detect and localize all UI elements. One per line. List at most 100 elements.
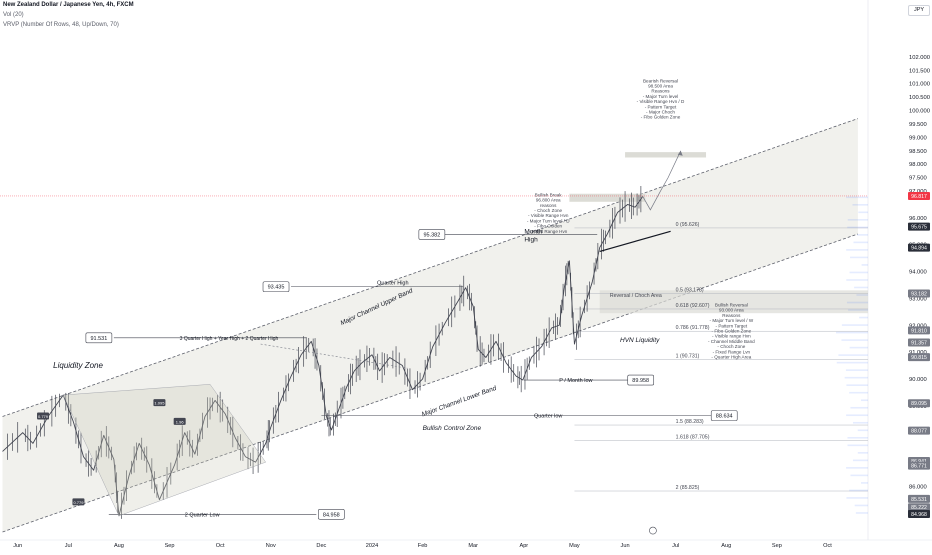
price-badge <box>908 399 930 408</box>
price-level-box-label: 95.382 <box>423 232 440 238</box>
price-badge-label: 95.675 <box>911 225 927 231</box>
volume-profile-bar <box>847 226 868 229</box>
volume-profile-bar <box>846 301 868 304</box>
volume-profile-bar <box>846 279 868 281</box>
price-badge-label: 91.810 <box>911 328 927 334</box>
x-tick-label: Nov <box>266 543 276 549</box>
bullish-break-note: reasons <box>540 203 557 208</box>
price-badge <box>908 191 930 200</box>
price-badge-label: 96.817 <box>911 194 927 200</box>
price-level-box-label: 88.634 <box>716 414 733 420</box>
bearish-reversal-note: - Major Choch <box>646 110 675 115</box>
bullish-reversal-note: - Major Turn level / W <box>710 318 754 323</box>
x-tick-label: Aug <box>721 543 731 549</box>
x-tick-label: Mar <box>468 543 478 549</box>
volume-profile-bar <box>846 384 868 386</box>
price-badge <box>908 326 930 335</box>
hvn-liquidity-label: HVN Liquidity <box>620 337 660 344</box>
price-badge-label: 91.357 <box>911 341 927 347</box>
y-tick-label: 93.000 <box>909 296 927 302</box>
x-tick-label: Oct <box>216 543 225 549</box>
y-tick-label: 92.000 <box>909 323 927 329</box>
x-tick-label: Aug <box>114 543 124 549</box>
quarter-low-label: Quarter low <box>534 414 562 420</box>
vrvp-indicator-label[interactable]: VRVP (Number Of Rows, 48, Up/Down, 70) <box>3 22 119 28</box>
pattern-label-box <box>153 399 166 407</box>
price-level-box <box>627 374 655 386</box>
volume-profile-bar <box>836 361 868 364</box>
reversal-choch-zone <box>599 290 868 314</box>
y-tick-label: 98.000 <box>909 162 927 168</box>
volume-profile-bar <box>846 196 868 199</box>
bullish-reversal-note: - Choch Zone <box>717 344 745 349</box>
price-badge-label: 85.531 <box>911 497 927 503</box>
channel-fill <box>2 118 858 532</box>
volume-profile-bar <box>857 234 868 236</box>
channel-lower-band <box>2 233 859 533</box>
x-tick-label: May <box>569 543 580 549</box>
pattern-label-box <box>37 412 50 420</box>
price-badge <box>908 338 930 347</box>
pattern-label: 0.779 <box>38 414 49 419</box>
bullish-reversal-note: Reasons <box>722 313 741 318</box>
volume-profile-bar <box>854 286 868 289</box>
plot-area <box>0 0 868 540</box>
bearish-reversal-note: 98.500 Area <box>648 84 673 89</box>
volume-profile-bar <box>848 309 868 311</box>
volume-profile-bar <box>841 339 868 341</box>
volume-profile-bar <box>841 324 868 326</box>
bearish-reversal-note: - Pattern Target <box>645 104 677 109</box>
bullish-break-note: - Major Turn level / D <box>527 218 570 223</box>
projection-arrow-head <box>677 150 683 156</box>
month-low-label: P / Month low <box>559 378 592 384</box>
scroll-to-realtime-icon[interactable] <box>649 526 657 535</box>
liquidity-zone-label: Liquidity Zone <box>53 361 103 370</box>
bullish-reversal-note: - Channel Middle Band <box>708 339 755 344</box>
volume-profile-bar <box>846 467 868 469</box>
price-badge-label: 93.182 <box>911 292 927 298</box>
y-tick-label: 100.000 <box>909 109 930 115</box>
volume-profile-bar <box>856 294 868 296</box>
bullish-reversal-note: - Pattern Target <box>716 323 748 328</box>
price-badge-label: 89.095 <box>911 401 927 407</box>
price-badge <box>908 510 930 519</box>
volume-indicator-label[interactable]: Vol (20) <box>3 12 24 18</box>
volume-profile-bar <box>861 264 868 266</box>
two-quarter-low-label: 2 Quarter Low <box>185 512 220 518</box>
bearish-reversal-note: Bearish Reversal <box>643 78 678 83</box>
y-tick-label: 101.500 <box>909 68 930 74</box>
volume-profile-bar <box>858 211 868 214</box>
volume-profile-bar <box>846 249 868 251</box>
volume-profile-bar <box>849 346 868 349</box>
price-badge <box>908 222 930 231</box>
price-badge-label: 84.968 <box>911 512 927 518</box>
volume-profile-bar <box>857 452 868 454</box>
bearish-reversal-note: Reasons <box>651 89 670 94</box>
fib-level-label: 0.5 (93.178) <box>676 288 704 294</box>
fib-level-label: 0.786 (91.778) <box>676 325 710 331</box>
price-level-box <box>418 229 446 240</box>
price-badge <box>908 289 930 298</box>
pattern-label: 1.095 <box>154 401 165 406</box>
price-series-line <box>2 196 644 517</box>
price-level-box <box>318 508 345 520</box>
volume-profile-bar <box>852 459 868 462</box>
fib-level-label: 1.618 (87.705) <box>676 435 710 441</box>
volume-profile-bar <box>847 444 868 447</box>
volume-profile-bar <box>844 376 868 379</box>
volume-profile-bar <box>846 497 868 499</box>
price-badge <box>908 494 930 503</box>
fib-level-label: 1.5 (88.283) <box>676 419 704 425</box>
bearish-reversal-note: - Visible Range Hvn / D <box>637 99 685 104</box>
month-high-label: Month <box>524 228 542 235</box>
volume-profile-bar <box>857 429 868 432</box>
x-tick-label: Dec <box>316 543 326 549</box>
pattern-label-box <box>72 498 85 506</box>
price-level-box-label: 84.958 <box>323 512 340 518</box>
volume-profile-bar <box>850 474 868 477</box>
volume-profile-bar <box>846 414 868 417</box>
pattern-label: 1.96 <box>176 419 185 424</box>
currency-badge[interactable]: JPY <box>908 5 930 16</box>
y-tick-label: 98.500 <box>909 149 927 155</box>
volume-profile-bar <box>850 256 868 259</box>
